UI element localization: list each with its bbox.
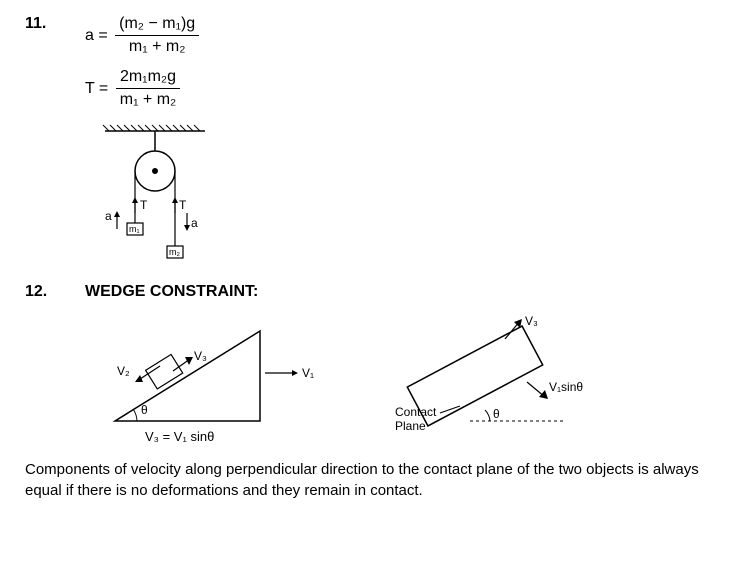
label-a-right: a (191, 216, 198, 230)
label-v1: V₁ (302, 366, 314, 380)
label-m1: m₁ (129, 224, 140, 234)
wedge-equation: V₃ = V₁ sinθ (145, 429, 214, 444)
label-v2: V₂ (117, 364, 130, 378)
label-T-right: T (179, 198, 187, 212)
formula-T-den: m₁ + m₂ (116, 89, 181, 109)
formula-T-num: 2m₁m₂g (116, 68, 180, 89)
label-contact1: Contact (395, 405, 437, 419)
q11-content: a = (m₂ − m₁)g m₁ + m₂ T = 2m₁m₂g m₁ + m… (85, 15, 731, 275)
formula-T: T = 2m₁m₂g m₁ + m₂ (85, 68, 731, 109)
formula-a-lhs: a = (85, 27, 108, 45)
formula-a: a = (m₂ − m₁)g m₁ + m₂ (85, 15, 731, 56)
label-theta-plane: θ (493, 407, 500, 421)
label-T-left: T (140, 198, 148, 212)
label-contact2: Plane (395, 419, 426, 433)
contact-plane-diagram: V₃ V₁sinθ θ Contact Plane (365, 311, 595, 451)
label-a-left: a (105, 209, 112, 223)
q12-number: 12. (25, 283, 85, 301)
formula-a-den: m₁ + m₂ (125, 36, 190, 56)
q12-heading: WEDGE CONSTRAINT: (85, 283, 731, 301)
q12-content: WEDGE CONSTRAINT: (85, 283, 731, 301)
formula-T-lhs: T = (85, 80, 108, 98)
label-vsin: V₁sinθ (549, 380, 583, 394)
q11-number: 11. (25, 15, 85, 275)
atwood-diagram: a a T T m₁ m₂ (85, 121, 225, 271)
wedge-diagram: V₁ V₂ V₃ θ V₃ = V₁ sinθ (65, 311, 325, 451)
diagram-row: V₁ V₂ V₃ θ V₃ = V₁ sinθ V₃ V₁sinθ θ (65, 311, 731, 451)
label-v3-plane: V₃ (525, 314, 538, 328)
formula-a-num: (m₂ − m₁)g (115, 15, 199, 36)
label-v3: V₃ (194, 349, 207, 363)
q12-paragraph: Components of velocity along perpendicul… (25, 459, 731, 501)
label-m2: m₂ (169, 247, 180, 257)
label-theta-wedge: θ (141, 403, 148, 417)
